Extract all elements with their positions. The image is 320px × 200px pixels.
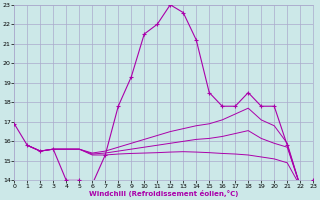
X-axis label: Windchill (Refroidissement éolien,°C): Windchill (Refroidissement éolien,°C) xyxy=(89,190,238,197)
